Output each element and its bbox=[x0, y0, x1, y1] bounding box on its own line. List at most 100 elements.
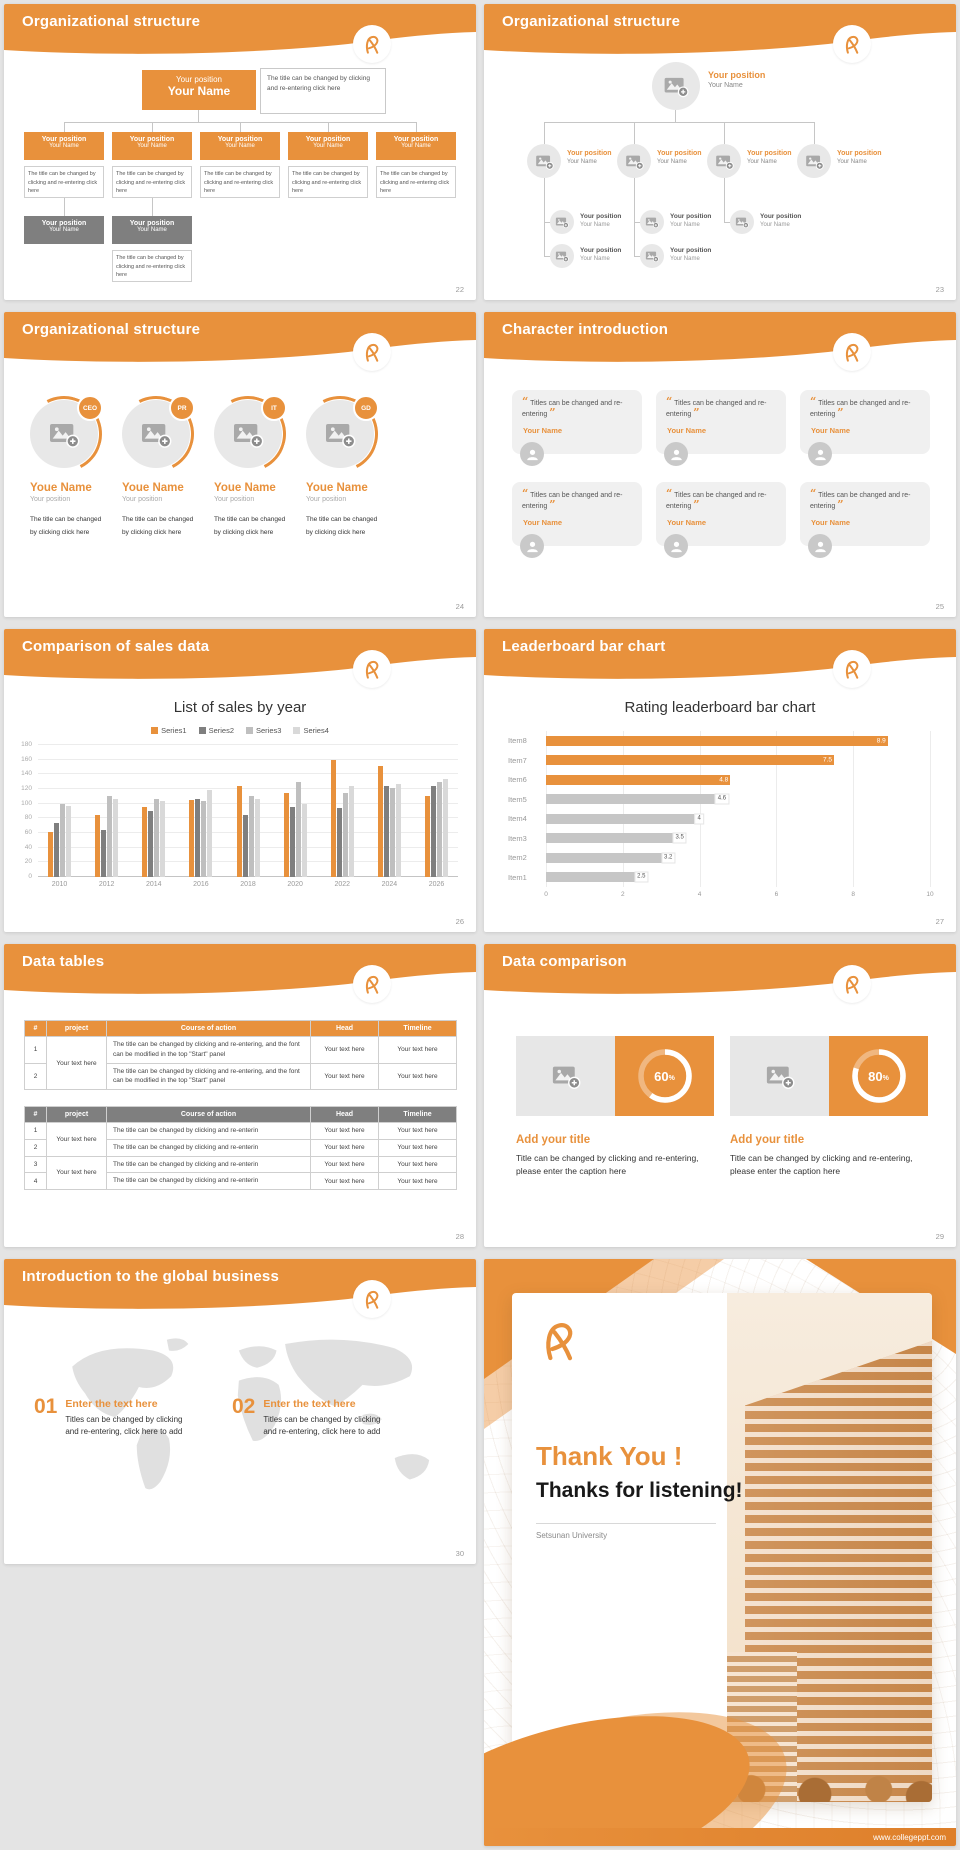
table-cell: The title can be changed by clicking and… bbox=[106, 1172, 311, 1190]
comparison-panel: 80% bbox=[730, 1036, 928, 1116]
quote-name: Your Name bbox=[523, 518, 563, 527]
ribbon-logo-icon bbox=[841, 33, 864, 56]
page-number: 23 bbox=[935, 285, 944, 294]
donut-panel: 80% bbox=[829, 1036, 928, 1116]
member-note: The title can be changed by clicking cli… bbox=[30, 516, 102, 537]
open-quote-icon: “ bbox=[666, 487, 673, 500]
item-heading: Enter the text here bbox=[263, 1398, 356, 1410]
org-photo-node: Your position Your Name bbox=[550, 210, 621, 234]
page-number: 22 bbox=[455, 285, 464, 294]
table-cell: Your text here bbox=[310, 1172, 379, 1190]
thank-you-accent-heading: Thank You ! bbox=[536, 1441, 683, 1471]
connector-line bbox=[634, 178, 635, 256]
ribbon-logo-icon bbox=[361, 973, 384, 996]
org-note: The title can be changed by clicking and… bbox=[24, 166, 104, 198]
org-name: Your Name bbox=[747, 159, 777, 165]
table-header-cell: project bbox=[46, 1106, 107, 1123]
table-cell: The title can be changed by clicking and… bbox=[106, 1138, 311, 1157]
logo-badge bbox=[833, 650, 871, 688]
donut-value: 80% bbox=[868, 1068, 889, 1084]
open-quote-icon: “ bbox=[522, 487, 529, 500]
member-note: The title can be changed by clicking cli… bbox=[306, 516, 378, 537]
table-cell: 1 bbox=[24, 1122, 47, 1140]
org-photo-node: Your position Your Name bbox=[652, 62, 765, 110]
open-quote-icon: “ bbox=[810, 395, 817, 408]
table-header-cell: Timeline bbox=[378, 1020, 457, 1037]
connector-line bbox=[634, 222, 640, 223]
connector-line bbox=[724, 178, 725, 222]
org-name: Your Name bbox=[313, 143, 343, 149]
page-number: 28 bbox=[455, 1232, 464, 1241]
open-quote-icon: “ bbox=[522, 395, 529, 408]
header-wave bbox=[484, 4, 956, 54]
sales-chart bbox=[38, 744, 458, 877]
member-note: The title can be changed by clicking cli… bbox=[122, 516, 194, 537]
table-cell: Your text here bbox=[310, 1036, 379, 1064]
slide-28-thumbnail[interactable]: Data tables # project Course of action H… bbox=[4, 944, 476, 1247]
org-node: Your position Your Name bbox=[24, 216, 104, 244]
connector-line bbox=[544, 178, 545, 256]
slide-30-thumbnail[interactable]: Introduction to the global business bbox=[4, 1259, 476, 1564]
slide-24-thumbnail[interactable]: Organizational structure CEO Youe Name Y… bbox=[4, 312, 476, 617]
photo-icon bbox=[735, 215, 749, 229]
slide-title: Organizational structure bbox=[22, 13, 201, 30]
table-row: 3 Your text here The title can be change… bbox=[24, 1155, 457, 1190]
table-header-cell: # bbox=[24, 1106, 47, 1123]
member-card: CEO Youe Name Your position The title ca… bbox=[16, 386, 112, 540]
org-position: Your position bbox=[670, 247, 712, 254]
org-position: Your position bbox=[393, 136, 439, 143]
connector-line bbox=[814, 122, 815, 144]
member-position: Your position bbox=[214, 496, 255, 503]
university-subtitle: Setsunan University bbox=[536, 1531, 608, 1540]
org-position: Your position bbox=[567, 150, 612, 157]
quote-card: “ Titles can be changed and re-entering … bbox=[656, 482, 786, 558]
slide-29-thumbnail[interactable]: Data comparison 60% bbox=[484, 944, 956, 1247]
org-name: Your Name bbox=[670, 222, 700, 228]
world-map bbox=[72, 1338, 430, 1490]
logo-badge bbox=[833, 333, 871, 371]
person-icon bbox=[525, 447, 540, 462]
table-row: 2 The title can be changed by clicking a… bbox=[24, 1062, 457, 1090]
page-number: 26 bbox=[455, 917, 464, 926]
slide-22-thumbnail[interactable]: Organizational structure Your position Y… bbox=[4, 4, 476, 300]
slide-25-thumbnail[interactable]: Character introduction “ Titles can be c… bbox=[484, 312, 956, 617]
page-number: 29 bbox=[935, 1232, 944, 1241]
avatar bbox=[664, 534, 688, 558]
page-number: 27 bbox=[935, 917, 944, 926]
thank-you-main-heading: Thanks for listening! bbox=[536, 1479, 743, 1502]
slide-title: Data comparison bbox=[502, 953, 627, 970]
org-position: Your position bbox=[41, 220, 87, 227]
photo-icon bbox=[715, 152, 734, 171]
site-url: www.collegeppt.com bbox=[873, 1832, 946, 1842]
slide-23-thumbnail[interactable]: Organizational structure Your position Y… bbox=[484, 4, 956, 300]
chart-title: Rating leaderboard bar chart bbox=[624, 699, 816, 716]
header-wave bbox=[484, 312, 956, 362]
panel-caption: Title can be changed by clicking and re-… bbox=[516, 1153, 699, 1176]
panel-heading: Add your title bbox=[730, 1134, 805, 1146]
slide-26-thumbnail[interactable]: Comparison of sales data List of sales b… bbox=[4, 629, 476, 932]
avatar bbox=[520, 534, 544, 558]
table-cell: 4 bbox=[24, 1172, 47, 1190]
logo-badge bbox=[833, 965, 871, 1003]
slide-title: Leaderboard bar chart bbox=[502, 638, 666, 655]
quote-text: Titles can be changed and re-entering bbox=[522, 400, 623, 418]
org-name: Your Name bbox=[137, 227, 167, 233]
slide-header: Organizational structure bbox=[4, 312, 476, 376]
photo-placeholder bbox=[617, 144, 651, 178]
org-name: Your Name bbox=[580, 222, 610, 228]
connector-line bbox=[64, 198, 65, 216]
slide-thank-you-thumbnail[interactable]: Thank You ! Thanks for listening! Setsun… bbox=[484, 1259, 956, 1846]
table-cell: Your text here bbox=[310, 1155, 379, 1174]
table-cell: Your text here bbox=[378, 1138, 457, 1157]
photo-placeholder bbox=[707, 144, 741, 178]
quote-card: “ Titles can be changed and re-entering … bbox=[512, 482, 642, 558]
ribbon-logo-icon bbox=[361, 658, 384, 681]
ribbon-logo-icon bbox=[536, 1317, 584, 1365]
photo-placeholder bbox=[516, 1036, 615, 1116]
slide-27-thumbnail[interactable]: Leaderboard bar chart Rating leaderboard… bbox=[484, 629, 956, 932]
person-icon bbox=[813, 539, 828, 554]
list-item: 01 Enter the text here Titles can be cha… bbox=[34, 1395, 197, 1437]
org-node: Your position Your Name The title can be … bbox=[200, 132, 280, 198]
org-note: The title can be changed by clicking and… bbox=[200, 166, 280, 198]
quote-name: Your Name bbox=[811, 518, 851, 527]
